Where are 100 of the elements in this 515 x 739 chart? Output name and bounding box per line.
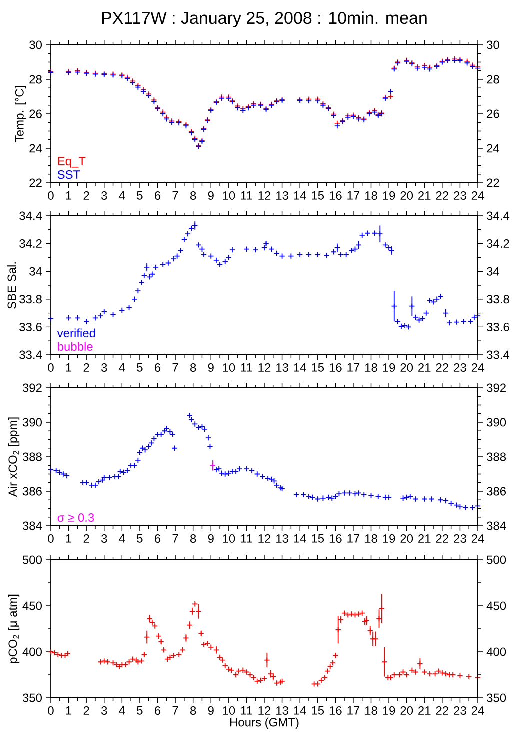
x-tick-label: 18 xyxy=(365,364,378,372)
x-tick-label: 7 xyxy=(172,364,178,372)
y-tick-label: 350 xyxy=(22,694,42,702)
x-tick-label: 19 xyxy=(383,364,396,372)
x-tick-label: 6 xyxy=(155,534,161,544)
x-tick-label: 15 xyxy=(312,706,324,715)
x-tick-label: 21 xyxy=(418,534,431,543)
x-tick-label: 13 xyxy=(276,534,288,544)
y-tick-label: 384 xyxy=(22,522,42,530)
x-tick-label: 8 xyxy=(190,192,196,200)
x-tick-label: 5 xyxy=(137,192,143,200)
x-tick-label: 23 xyxy=(454,192,466,200)
x-tick-label: 0 xyxy=(48,364,54,372)
x-tick-label: 4 xyxy=(119,192,126,200)
y2-tick-label: 450 xyxy=(486,602,506,610)
x-tick-label: 23 xyxy=(454,706,466,716)
x-tick-label: 23 xyxy=(454,364,466,372)
x-tick-label: 18 xyxy=(365,534,378,544)
x-tick-label: 10 xyxy=(223,706,236,716)
text: Eq_T xyxy=(58,157,86,168)
x-tick-label: 1 xyxy=(66,534,72,543)
y-tick-label: 28 xyxy=(30,75,42,84)
y-tick-label: 26 xyxy=(30,110,42,118)
x-tick-label: 4 xyxy=(119,534,126,543)
y2-tick-label: 386 xyxy=(486,487,506,496)
x-axis-title: Hours (GMT) xyxy=(230,718,299,730)
x-tick-label: 8 xyxy=(190,364,196,372)
x-tick-label: 3 xyxy=(101,192,108,200)
x-tick-label: 15 xyxy=(312,364,324,372)
x-tick-label: 5 xyxy=(137,706,143,715)
legend-label: verified xyxy=(57,328,96,338)
y2-tick-label: 33.8 xyxy=(486,295,510,304)
x-tick-label: 5 xyxy=(137,534,143,543)
x-tick-label: 3 xyxy=(101,534,108,544)
x-tick-label: 14 xyxy=(294,192,306,200)
x-tick-label: 21 xyxy=(418,706,431,715)
y-axis-title: pCO$_{2}$ [μ atm] xyxy=(8,594,20,664)
x-tick-label: 1 xyxy=(66,192,72,200)
y-tick-label: 33.8 xyxy=(20,295,42,304)
x-tick-label: 0 xyxy=(48,706,54,716)
x-tick-label: 3 xyxy=(101,364,108,372)
x-tick-label: 5 xyxy=(137,364,143,372)
x-tick-label: 17 xyxy=(348,706,360,715)
x-tick-label: 6 xyxy=(155,706,161,716)
x-tick-label: 18 xyxy=(365,706,378,716)
y2-tick-label: 28 xyxy=(487,75,500,84)
x-tick-label: 12 xyxy=(258,706,271,715)
y2-tick-label: 34 xyxy=(486,267,500,276)
y-tick-label: 33.6 xyxy=(20,322,42,332)
y2-tick-label: 390 xyxy=(486,418,506,427)
y-tick-label: 500 xyxy=(22,556,42,564)
x-tick-label: 19 xyxy=(383,706,396,716)
text: SST xyxy=(58,170,80,180)
x-tick-label: 8 xyxy=(190,534,196,544)
x-tick-label: 16 xyxy=(330,706,342,716)
y2-tick-label: 392 xyxy=(486,384,506,392)
x-tick-label: 22 xyxy=(436,534,448,543)
x-tick-label: 17 xyxy=(348,364,360,372)
x-tick-label: 1 xyxy=(66,706,72,715)
x-tick-label: 13 xyxy=(276,706,288,716)
x-tick-label: 2 xyxy=(84,534,90,543)
x-tick-label: 19 xyxy=(383,534,396,544)
y2-tick-label: 33.6 xyxy=(486,322,510,332)
x-tick-label: 4 xyxy=(119,364,126,372)
x-tick-label: 11 xyxy=(241,364,252,372)
y2-tick-label: 388 xyxy=(486,452,506,462)
x-tick-label: 2 xyxy=(84,364,90,372)
x-tick-label: 12 xyxy=(258,534,271,543)
x-tick-label: 15 xyxy=(312,534,324,543)
y-tick-label: 34.2 xyxy=(20,240,42,248)
y2-tick-label: 34.2 xyxy=(486,240,510,248)
x-tick-label: 16 xyxy=(330,534,342,544)
y2-tick-label: 34.4 xyxy=(486,212,510,220)
x-tick-label: 17 xyxy=(348,534,360,543)
y2-tick-label: 350 xyxy=(486,694,506,702)
x-tick-label: 22 xyxy=(436,192,448,200)
y2-tick-label: 22 xyxy=(487,178,500,188)
chart-title: PX117W : January 25, 2008 : 10min. mean xyxy=(102,12,427,28)
y-axis-title: Temp. [°C] xyxy=(15,86,26,142)
x-tick-label: 20 xyxy=(400,192,414,200)
x-tick-label: 11 xyxy=(241,706,252,715)
x-tick-label: 18 xyxy=(365,192,378,200)
x-tick-label: 7 xyxy=(172,534,178,543)
y-tick-label: 30 xyxy=(30,40,42,50)
x-tick-label: 22 xyxy=(436,706,448,715)
x-tick-label: 21 xyxy=(418,192,431,200)
y-tick-label: 33.4 xyxy=(20,350,42,360)
x-tick-label: 2 xyxy=(84,192,90,200)
x-tick-label: 14 xyxy=(294,534,306,543)
y-tick-label: 34 xyxy=(30,267,42,276)
y2-tick-label: 400 xyxy=(486,648,506,656)
x-tick-label: 7 xyxy=(172,192,178,200)
y-tick-label: 450 xyxy=(22,602,42,610)
x-tick-label: 16 xyxy=(330,364,342,372)
x-tick-label: 6 xyxy=(155,364,161,372)
x-tick-label: 12 xyxy=(258,192,271,200)
x-tick-label: 9 xyxy=(208,534,214,544)
x-tick-label: 2 xyxy=(84,706,90,715)
y2-tick-label: 33.4 xyxy=(486,350,510,360)
x-tick-label: 3 xyxy=(101,706,108,716)
